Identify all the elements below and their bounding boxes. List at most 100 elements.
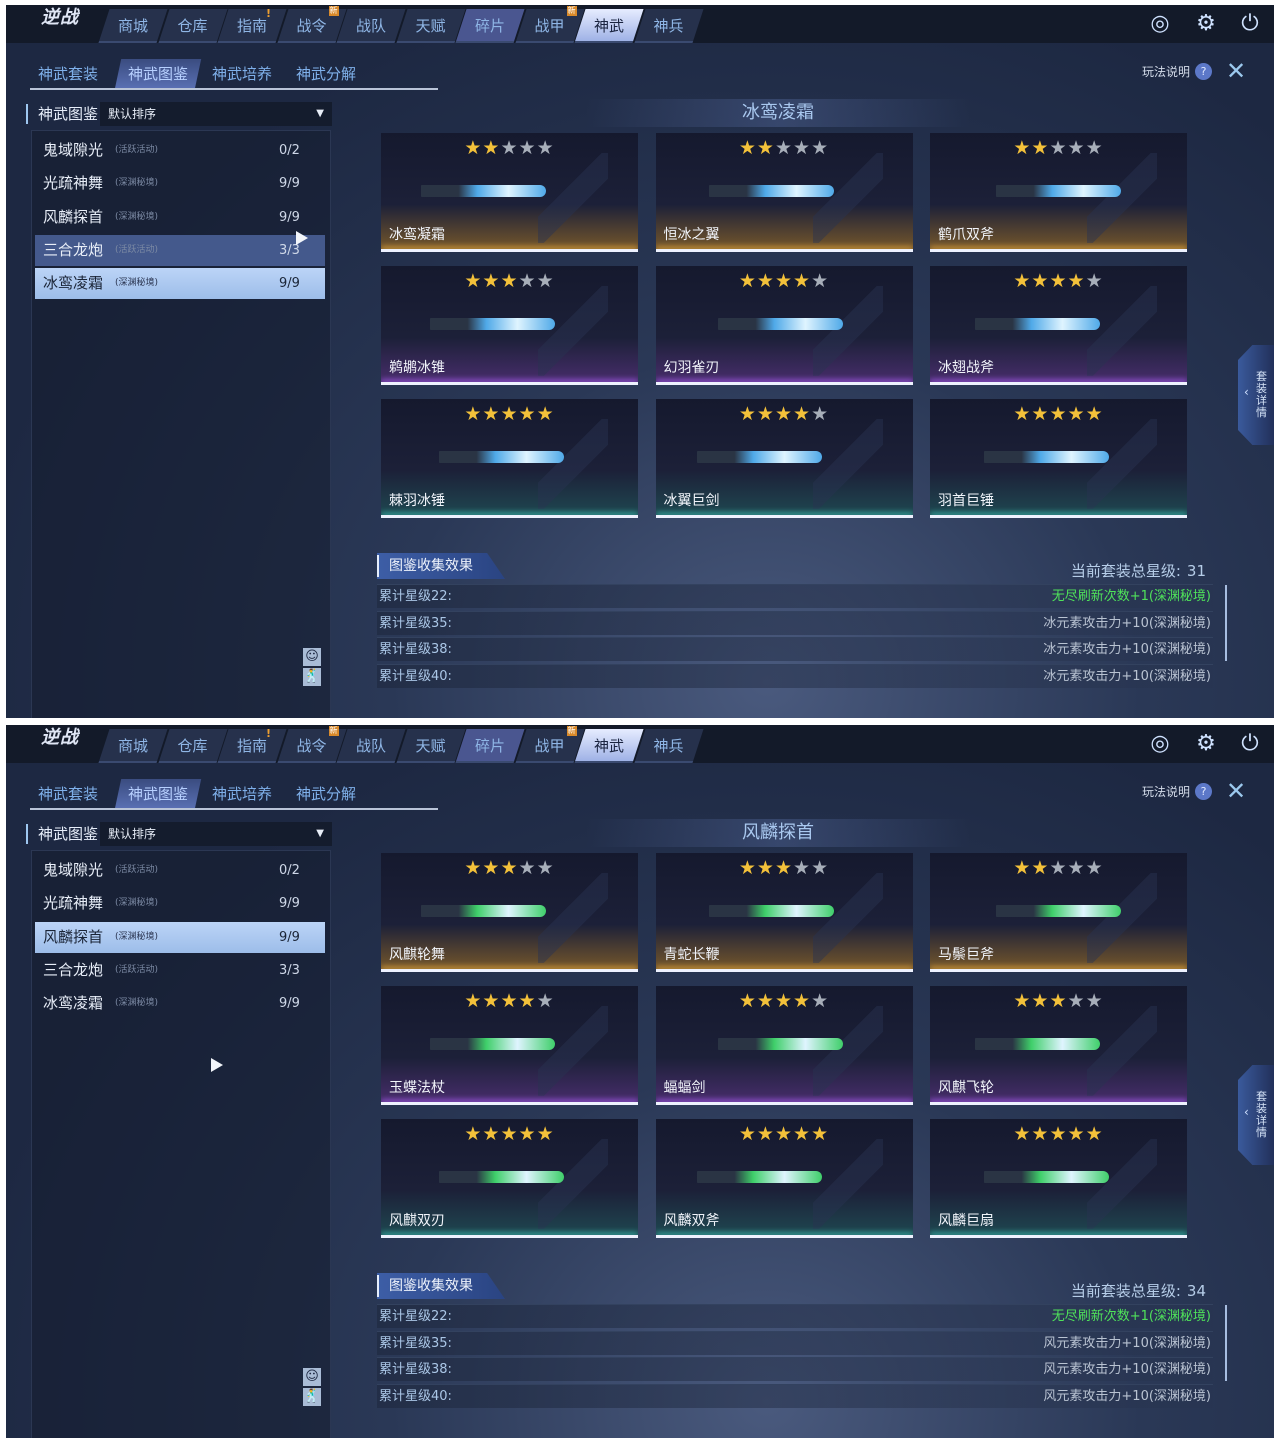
weapon-card[interactable]: ★★★★★ 恒冰之翼 [655, 133, 913, 252]
nav-tab-8[interactable]: 神武 [574, 9, 644, 43]
header-accent [377, 1275, 379, 1297]
set-count: 9/9 [279, 896, 300, 912]
weapon-image [984, 451, 1109, 463]
emoji-icon[interactable]: ☺ [303, 1368, 321, 1386]
star-icon: ★ [793, 137, 812, 159]
effects-scrollbar[interactable] [1225, 1305, 1227, 1381]
subtab-2[interactable]: 神武培养 [202, 779, 282, 809]
subtab-label: 神武分解 [296, 65, 357, 83]
nav-tab-0[interactable]: 商城 [98, 9, 168, 43]
weapon-card[interactable]: ★★★★★ 风麒双刃 [381, 1119, 638, 1238]
set-name: 冰鸾凌霜 [43, 274, 104, 293]
close-icon[interactable]: ✕ [1226, 57, 1247, 85]
help-link[interactable]: 玩法说明 [1142, 65, 1191, 79]
set-name: 风麟探首 [43, 927, 104, 946]
set-list-item[interactable]: 鬼域隙光 (活跃活动) 0/2 [35, 135, 325, 166]
nav-tab-3[interactable]: 战令新 [276, 6, 347, 43]
emote-action-icon[interactable]: 🕺 [303, 668, 321, 686]
nav-tab-3[interactable]: 战令新 [276, 726, 347, 763]
set-list-item[interactable]: 风麟探首 (深渊秘境) 9/9 [35, 202, 325, 233]
weapon-name: 风麟巨扇 [938, 1213, 994, 1229]
set-list-item[interactable]: 光疏神舞 (深渊秘境) 9/9 [35, 168, 325, 199]
weapon-card[interactable]: ★★★★★ 风麒轮舞 [381, 853, 638, 972]
star-icon: ★ [811, 403, 830, 425]
nav-tab-9[interactable]: 神兵 [633, 9, 704, 43]
subtab-3[interactable]: 神武分解 [286, 59, 366, 89]
set-title: 冰鸾凌霜 [586, 99, 970, 127]
nav-tab-4[interactable]: 战队 [336, 729, 406, 763]
subtab-0[interactable]: 神武套装 [28, 59, 108, 89]
power-icon[interactable]: ⏻ [1241, 731, 1259, 756]
star-icon: ★ [482, 1123, 501, 1145]
card-emblem [812, 1139, 883, 1229]
effects-scrollbar[interactable] [1225, 585, 1227, 661]
radar-icon[interactable]: ◎ [1150, 731, 1170, 756]
nav-tab-2[interactable]: 指南! [217, 728, 287, 763]
sort-dropdown[interactable]: 默认排序 ▼ [100, 822, 332, 846]
weapon-card[interactable]: ★★★★★ 鹈鹕冰锥 [381, 266, 638, 385]
nav-tab-8[interactable]: 神武 [574, 729, 644, 763]
nav-tab-7[interactable]: 战甲新 [514, 726, 585, 763]
power-icon[interactable]: ⏻ [1241, 11, 1259, 36]
subtab-2[interactable]: 神武培养 [202, 59, 282, 89]
star-icon: ★ [518, 857, 537, 879]
weapon-card[interactable]: ★★★★★ 马鬃巨斧 [930, 853, 1187, 972]
set-count: 9/9 [279, 929, 300, 945]
subtab-3[interactable]: 神武分解 [286, 779, 366, 809]
gear-icon[interactable]: ⚙ [1196, 11, 1216, 36]
weapon-name: 冰翼巨剑 [663, 493, 720, 509]
nav-tab-7[interactable]: 战甲新 [514, 6, 585, 43]
card-emblem [1087, 286, 1157, 376]
radar-icon[interactable]: ◎ [1150, 11, 1170, 36]
set-list-item[interactable]: 光疏神舞 (深渊秘境) 9/9 [35, 888, 325, 919]
weapon-card[interactable]: ★★★★★ 蝠蝠剑 [655, 986, 913, 1105]
subtab-1[interactable]: 神武图鉴 [114, 779, 202, 809]
set-list-item[interactable]: 风麟探首 (深渊秘境) 9/9 [35, 921, 325, 953]
nav-tab-6[interactable]: 碎片 [455, 9, 525, 43]
weapon-card[interactable]: ★★★★★ 冰鸾凝霜 [381, 133, 638, 252]
nav-tab-5[interactable]: 天赋 [395, 729, 466, 763]
nav-tab-1[interactable]: 仓库 [157, 9, 228, 43]
set-list-item[interactable]: 冰鸾凌霜 (深渊秘境) 9/9 [35, 268, 325, 300]
weapon-name: 玉蝶法杖 [389, 1080, 445, 1096]
help-link[interactable]: 玩法说明 [1142, 785, 1191, 799]
star-rating: ★★★★★ [930, 137, 1187, 159]
nav-tab-9[interactable]: 神兵 [633, 729, 704, 763]
set-details-tab[interactable]: ‹ 套装详情 [1238, 345, 1274, 445]
star-icon: ★ [756, 403, 775, 425]
question-icon[interactable]: ? [1195, 783, 1212, 800]
weapon-card[interactable]: ★★★★★ 棘羽冰锤 [381, 399, 638, 518]
set-list-item[interactable]: 鬼域隙光 (活跃活动) 0/2 [35, 855, 325, 886]
weapon-card[interactable]: ★★★★★ 青蛇长鞭 [655, 853, 913, 972]
emote-action-icon[interactable]: 🕺 [303, 1388, 321, 1406]
weapon-card[interactable]: ★★★★★ 羽首巨锤 [930, 399, 1187, 518]
weapon-card[interactable]: ★★★★★ 风麟双斧 [655, 1119, 913, 1238]
weapon-card[interactable]: ★★★★★ 冰翅战斧 [930, 266, 1187, 385]
weapon-card[interactable]: ★★★★★ 风麒飞轮 [930, 986, 1187, 1105]
nav-tab-0[interactable]: 商城 [98, 729, 168, 763]
weapon-card[interactable]: ★★★★★ 幻羽雀刃 [655, 266, 913, 385]
set-list-item[interactable]: 三合龙炮 (活跃活动) 3/3 [35, 234, 325, 266]
weapon-card[interactable]: ★★★★★ 鹤爪双斧 [930, 133, 1187, 252]
nav-tab-6[interactable]: 碎片 [455, 729, 525, 763]
effect-threshold: 累计星级38: [379, 642, 452, 658]
nav-tab-5[interactable]: 天赋 [395, 9, 466, 43]
set-details-tab[interactable]: ‹ 套装详情 [1238, 1065, 1274, 1165]
set-list-item[interactable]: 冰鸾凌霜 (深渊秘境) 9/9 [35, 988, 325, 1019]
weapon-card[interactable]: ★★★★★ 冰翼巨剑 [655, 399, 913, 518]
subtab-0[interactable]: 神武套装 [28, 779, 108, 809]
star-icon: ★ [500, 270, 519, 292]
sort-dropdown[interactable]: 默认排序 ▼ [100, 102, 332, 126]
nav-tab-2[interactable]: 指南! [217, 8, 287, 43]
close-icon[interactable]: ✕ [1226, 777, 1247, 805]
question-icon[interactable]: ? [1195, 63, 1212, 80]
nav-tab-4[interactable]: 战队 [336, 9, 406, 43]
nav-tab-1[interactable]: 仓库 [157, 729, 228, 763]
weapon-card[interactable]: ★★★★★ 玉蝶法杖 [381, 986, 638, 1105]
set-list-item[interactable]: 三合龙炮 (活跃活动) 3/3 [35, 955, 325, 986]
emoji-icon[interactable]: ☺ [303, 648, 321, 666]
weapon-card[interactable]: ★★★★★ 风麟巨扇 [930, 1119, 1187, 1238]
star-rating: ★★★★★ [656, 403, 913, 425]
gear-icon[interactable]: ⚙ [1196, 731, 1216, 756]
subtab-1[interactable]: 神武图鉴 [114, 59, 202, 89]
